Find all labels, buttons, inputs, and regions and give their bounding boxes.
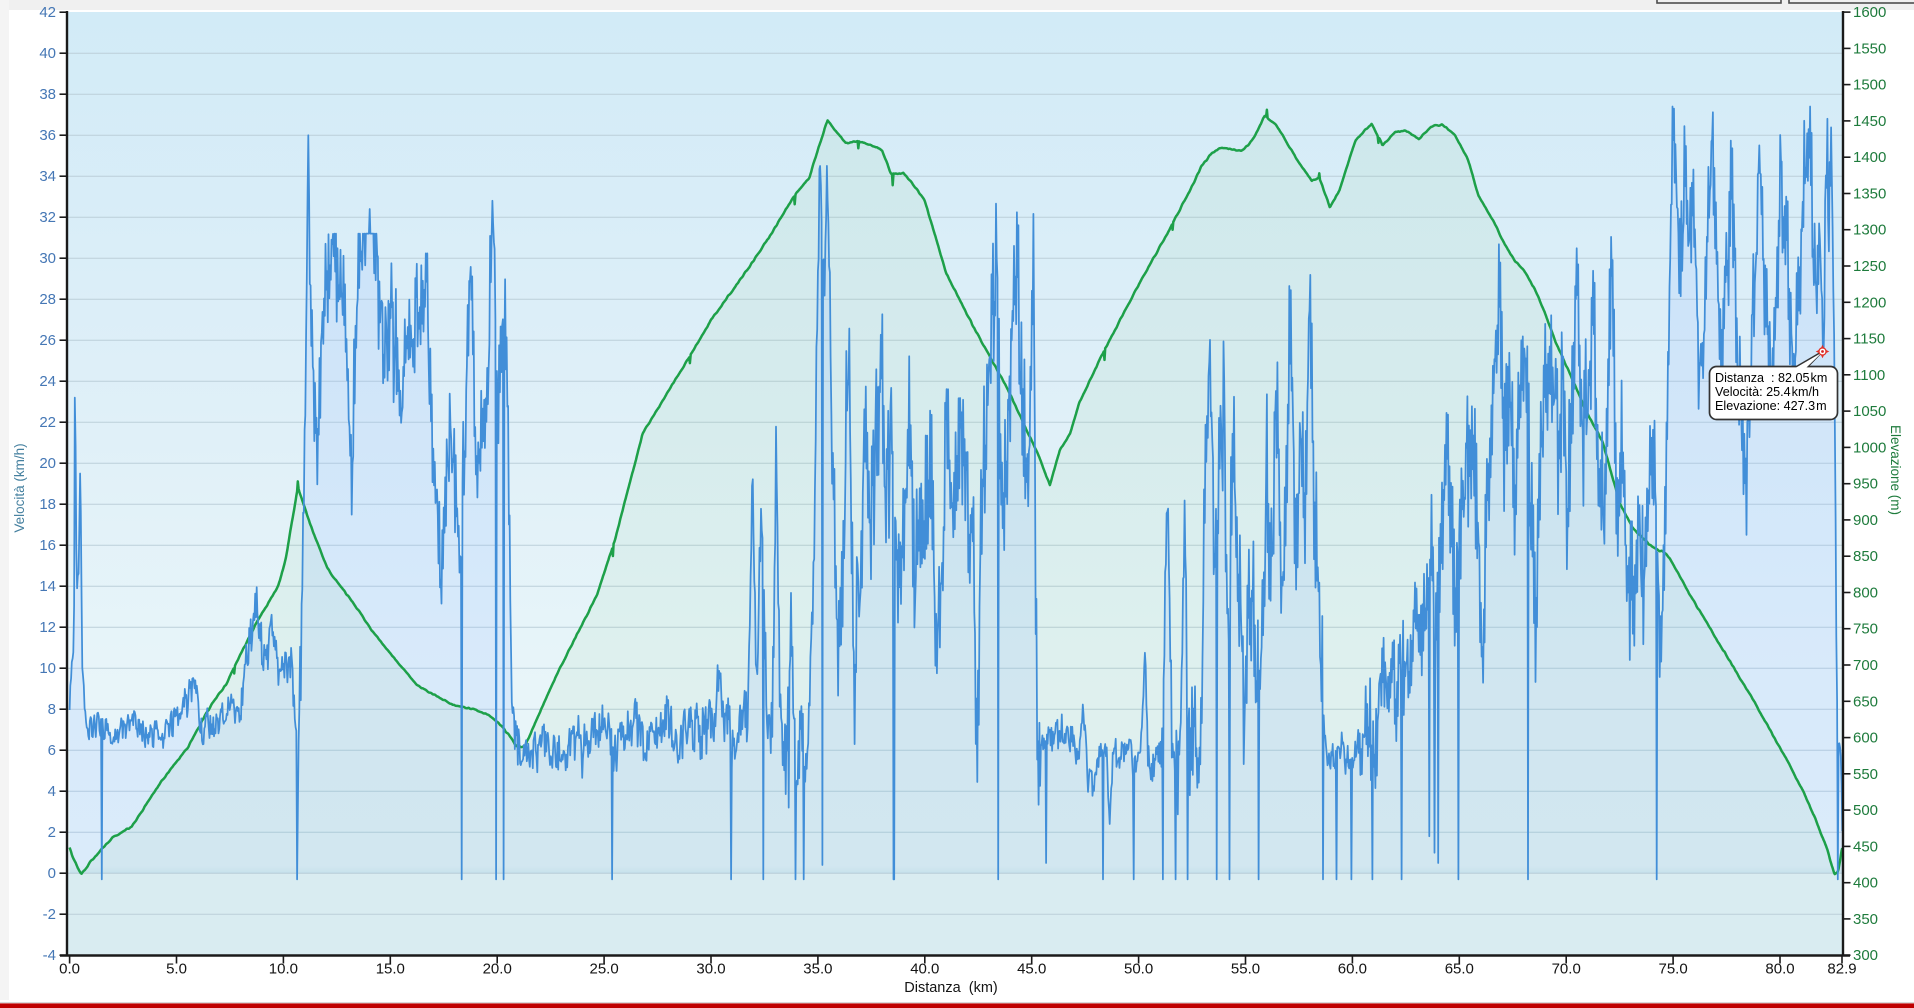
svg-text:1150: 1150	[1853, 331, 1885, 348]
svg-text:1050: 1050	[1853, 403, 1886, 420]
svg-text:22: 22	[39, 414, 56, 431]
svg-text:34: 34	[39, 168, 56, 185]
svg-text:10.0: 10.0	[269, 961, 298, 978]
svg-text:42: 42	[39, 4, 56, 21]
svg-text:24: 24	[39, 373, 56, 390]
svg-text:1400: 1400	[1853, 149, 1886, 166]
svg-text:550: 550	[1853, 766, 1878, 783]
svg-text:15.0: 15.0	[376, 961, 405, 978]
svg-text:38: 38	[39, 86, 56, 103]
svg-text:1600: 1600	[1853, 4, 1886, 21]
svg-text:Distanza : 82.05 km: Distanza : 82.05 km	[1715, 371, 1827, 385]
svg-text:350: 350	[1853, 911, 1878, 928]
svg-text:Velocità: 25.4 km/h: Velocità: 25.4 km/h	[1715, 385, 1819, 399]
svg-text:850: 850	[1853, 548, 1878, 565]
svg-text:1450: 1450	[1853, 113, 1886, 130]
svg-text:20: 20	[39, 455, 56, 472]
svg-text:50.0: 50.0	[1124, 961, 1153, 978]
svg-text:28: 28	[39, 291, 56, 308]
svg-text:60.0: 60.0	[1338, 961, 1367, 978]
svg-text:1550: 1550	[1853, 40, 1886, 57]
svg-text:36: 36	[39, 127, 56, 144]
svg-text:40: 40	[39, 45, 56, 62]
svg-text:900: 900	[1853, 512, 1878, 529]
svg-text:35.0: 35.0	[803, 961, 832, 978]
svg-text:75.0: 75.0	[1658, 961, 1687, 978]
svg-text:Velocità (km/h): Velocità (km/h)	[12, 443, 27, 532]
svg-text:300: 300	[1853, 947, 1878, 964]
svg-text:2: 2	[48, 824, 56, 841]
svg-text:500: 500	[1853, 802, 1878, 819]
svg-text:1100: 1100	[1853, 367, 1885, 384]
svg-text:30.0: 30.0	[696, 961, 725, 978]
svg-text:1250: 1250	[1853, 258, 1886, 275]
svg-text:0.0: 0.0	[59, 961, 80, 978]
svg-text:55.0: 55.0	[1231, 961, 1260, 978]
svg-text:1200: 1200	[1853, 294, 1886, 311]
svg-text:32: 32	[39, 209, 56, 226]
svg-text:Elevazione: 427.3 m: Elevazione: 427.3 m	[1715, 399, 1827, 413]
svg-text:20.0: 20.0	[483, 961, 512, 978]
svg-text:1350: 1350	[1853, 186, 1886, 203]
svg-text:6: 6	[48, 742, 56, 759]
svg-text:25.0: 25.0	[589, 961, 618, 978]
svg-text:-2: -2	[43, 906, 56, 923]
svg-text:Distanza (km): Distanza (km)	[904, 980, 997, 996]
svg-text:1300: 1300	[1853, 222, 1886, 239]
svg-text:1500: 1500	[1853, 77, 1886, 94]
svg-text:5.0: 5.0	[166, 961, 187, 978]
svg-text:0: 0	[48, 865, 56, 882]
svg-text:18: 18	[39, 496, 56, 513]
svg-text:Elevazione (m): Elevazione (m)	[1888, 425, 1903, 515]
svg-text:-4: -4	[43, 947, 56, 964]
svg-text:82.9: 82.9	[1827, 961, 1856, 978]
svg-text:40.0: 40.0	[910, 961, 939, 978]
svg-text:16: 16	[39, 537, 56, 554]
svg-text:650: 650	[1853, 693, 1878, 710]
svg-text:600: 600	[1853, 730, 1878, 747]
svg-text:45.0: 45.0	[1017, 961, 1046, 978]
svg-text:14: 14	[39, 578, 56, 595]
svg-text:700: 700	[1853, 657, 1878, 674]
svg-text:10: 10	[39, 660, 56, 677]
svg-text:950: 950	[1853, 476, 1878, 493]
svg-text:12: 12	[39, 619, 56, 636]
svg-text:80.0: 80.0	[1765, 961, 1794, 978]
svg-text:1000: 1000	[1853, 439, 1886, 456]
svg-text:800: 800	[1853, 585, 1878, 602]
svg-text:8: 8	[48, 701, 56, 718]
svg-text:750: 750	[1853, 621, 1878, 638]
svg-text:450: 450	[1853, 838, 1878, 855]
svg-text:26: 26	[39, 332, 56, 349]
svg-text:30: 30	[39, 250, 56, 267]
svg-text:400: 400	[1853, 875, 1878, 892]
svg-text:4: 4	[48, 783, 56, 800]
svg-text:65.0: 65.0	[1445, 961, 1474, 978]
svg-text:70.0: 70.0	[1552, 961, 1581, 978]
